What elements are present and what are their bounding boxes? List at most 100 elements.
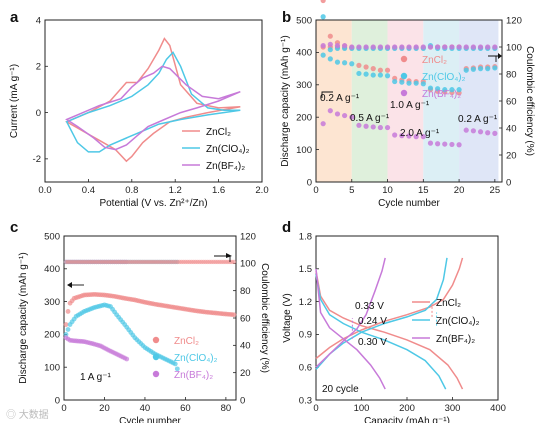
legend-label-znbf4: Zn(BF₄)₂ (206, 161, 245, 172)
ce-point-znbf4 (456, 44, 462, 50)
ce-point-znbf4 (334, 43, 341, 49)
legend-marker-zncl2 (152, 336, 160, 344)
cv-curve-zncl2 (65, 37, 241, 163)
ce-point-znbf4 (356, 44, 362, 50)
x-axis-label: Cycle number (119, 416, 181, 423)
legend-label-zncl2: ZnCl₂ (436, 298, 461, 309)
y2-tick-label: 0 (240, 395, 245, 406)
y2-tick-label: 120 (240, 231, 256, 242)
capacity-point-zncl4 (392, 78, 398, 85)
capacity-point-zncl2 (370, 66, 376, 72)
rate-label: 0.2 A g⁻¹ (320, 93, 360, 104)
ce-point-zncl2 (231, 259, 237, 265)
capacity-point-zncl4 (442, 87, 448, 93)
watermark-text: ◎ 大数据 (6, 408, 49, 421)
y2-tick-label: 20 (240, 368, 251, 379)
ce-point-znbf4 (470, 44, 476, 50)
legend-label-znbf4: Zn(BF₄)₂ (174, 370, 213, 381)
y-tick-label: 2 (36, 62, 41, 73)
y2-tick-label: 100 (506, 42, 522, 53)
capacity-point-zncl2 (63, 322, 69, 327)
x-tick-label: 20 (99, 403, 110, 414)
panel-a-letter: a (10, 9, 19, 26)
ce-point-znbf4 (463, 44, 469, 50)
x-tick-label: 1.2 (169, 185, 182, 196)
y2-tick-label: 40 (240, 341, 251, 352)
capacity-point-zncl2 (327, 33, 333, 39)
capacity-point-znbf4 (413, 134, 419, 140)
capacity-point-zncl4 (427, 85, 434, 91)
x-tick-label: 10 (382, 185, 393, 196)
ce-point-znbf4 (399, 44, 405, 50)
y-tick-label: 1.8 (299, 231, 312, 242)
capacity-point-znbf4 (384, 124, 391, 131)
capacity-point-zncl4 (342, 60, 348, 66)
ce-point-znbf4 (449, 44, 455, 50)
capacity-point-znbf4 (370, 124, 376, 130)
capacity-point-zncl2 (384, 67, 391, 73)
x-tick-label: 60 (180, 403, 191, 414)
legend-label-zncl2: ZnCl₂ (206, 127, 231, 138)
legend-label-znbf4: Zn(BF₄)₂ (436, 334, 475, 345)
capacity-point-znbf4 (342, 112, 348, 119)
capacity-point-zncl4 (377, 72, 383, 78)
polarization-label: 0.33 V (355, 301, 384, 312)
capacity-point-zncl4 (174, 366, 180, 372)
ce-point-znbf4 (363, 44, 369, 50)
capacity-point-znbf4 (449, 141, 455, 148)
y-tick-label: 500 (44, 231, 60, 242)
rate-label: 0.5 A g⁻¹ (350, 113, 390, 124)
legend-label-zncl4: Zn(ClO₄)₂ (436, 316, 480, 327)
capacity-point-zncl4 (449, 87, 455, 93)
capacity-point-zncl4 (356, 70, 362, 77)
x-axis-label: Capacity (mAh g⁻¹) (364, 416, 450, 423)
y-tick-label: 100 (296, 145, 312, 156)
ce-point-znbf4 (485, 44, 491, 50)
y-axis-label: Discharge capacity (mAh g⁻¹) (280, 35, 291, 166)
y2-tick-label: 120 (506, 15, 522, 26)
capacity-point-znbf4 (463, 127, 469, 133)
legend-marker-zncl4 (400, 72, 408, 80)
rate-label: 0.2 A g⁻¹ (458, 114, 498, 125)
x-tick-label: 400 (490, 403, 506, 414)
x-tick-label: 15 (418, 185, 429, 196)
capacity-point-zncl4 (349, 61, 355, 67)
capacity-point-zncl4 (463, 67, 469, 73)
capacity-point-znbf4 (363, 123, 369, 129)
ce-point-znbf4 (377, 44, 383, 50)
capacity-point-zncl4 (420, 81, 426, 87)
y2-tick-label: 0 (506, 177, 511, 188)
y2-tick-label: 40 (506, 123, 517, 134)
y-tick-label: 200 (44, 330, 60, 341)
legend-marker-zncl4 (152, 353, 160, 361)
y-axis-label: Voltage (V) (282, 293, 293, 342)
y-tick-label: 0 (307, 177, 312, 188)
x-tick-label: 300 (445, 403, 461, 414)
ce-point-znbf4 (413, 44, 419, 50)
panel-c-letter: c (10, 219, 18, 236)
capacity-point-znbf4 (392, 132, 398, 138)
y-tick-label: 100 (44, 363, 60, 374)
x-tick-label: 0.4 (82, 185, 95, 196)
y-tick-label: 0 (36, 108, 41, 119)
x-tick-label: 2.0 (255, 185, 268, 196)
capacity-point-zncl4 (399, 79, 405, 85)
panel-b-letter: b (282, 9, 291, 26)
capacity-point-zncl4 (63, 332, 69, 337)
y-tick-label: 200 (296, 113, 312, 124)
polarization-label: 0.24 V (358, 316, 387, 327)
y-axis-label: Discharge capacity (mAh g⁻¹) (18, 252, 29, 383)
y2-axis-label: Coulombic efficiency (%) (524, 46, 535, 156)
capacity-point-zncl4 (470, 66, 476, 72)
capacity-point-zncl2 (231, 312, 237, 318)
legend-marker-znbf4 (152, 370, 160, 378)
capacity-point-zncl4 (334, 59, 341, 65)
y-axis-label: Current (mA g⁻¹) (9, 64, 20, 138)
left-axis-arrowhead (67, 282, 72, 288)
capacity-point-znbf4 (334, 111, 341, 117)
rate-band (459, 20, 499, 182)
capacity-point-zncl4 (384, 73, 391, 79)
ce-point-znbf4 (349, 44, 355, 50)
